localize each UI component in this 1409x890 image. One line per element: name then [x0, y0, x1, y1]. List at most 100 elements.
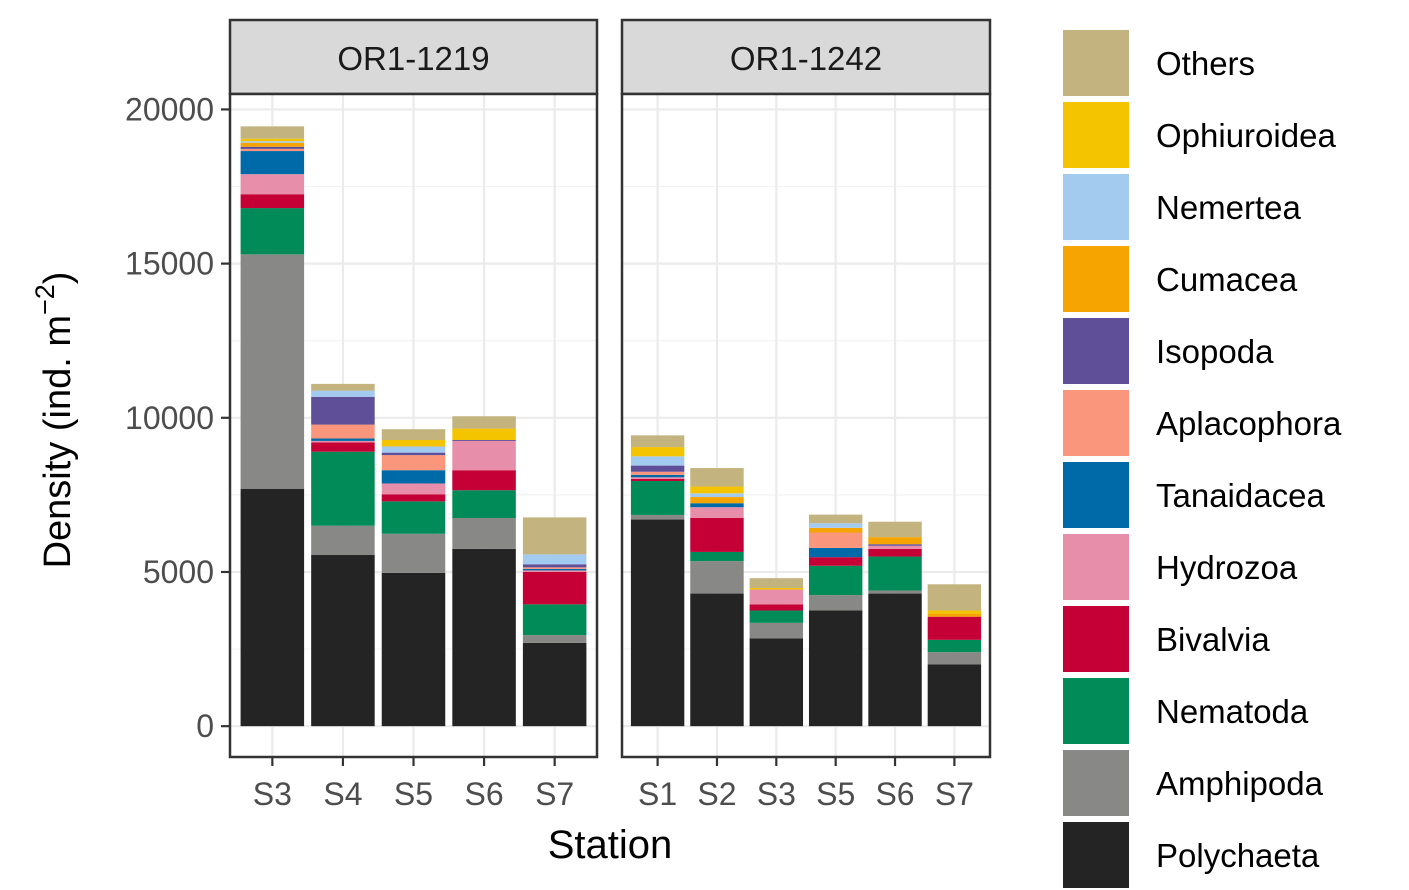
legend-key — [1063, 390, 1129, 456]
bar-segment-cumacea — [868, 537, 922, 545]
bar-segment-polychaeta — [522, 642, 587, 727]
bar-segment-tanaidacea — [630, 474, 685, 478]
bar-segment-aplacophora — [630, 471, 685, 475]
bar-segment-isopoda — [868, 544, 922, 546]
facet-label: OR1-1219 — [337, 40, 489, 77]
bar-segment-isopoda — [522, 564, 587, 568]
bar-segment-tanaidacea — [240, 151, 305, 175]
bar-segment-polychaeta — [452, 548, 516, 727]
bar-segment-nematoda — [690, 551, 744, 562]
bar-segment-amphipoda — [381, 533, 446, 573]
bar-segment-amphipoda — [927, 652, 982, 665]
bar-segment-aplacophora — [311, 424, 375, 439]
panel-border — [620, 92, 992, 759]
bar-segment-others — [240, 126, 305, 139]
legend-key — [1063, 822, 1129, 888]
bar-segment-others — [630, 435, 685, 448]
bar-segment-nematoda — [749, 610, 804, 623]
legend-key — [1063, 102, 1129, 168]
x-tick-label: S6 — [465, 776, 504, 812]
legend-item-nemertea: Nemertea — [1063, 174, 1302, 240]
bar-segment-amphipoda — [868, 590, 922, 594]
legend-item-isopoda: Isopoda — [1063, 318, 1274, 384]
legend-label: Amphipoda — [1156, 765, 1324, 802]
bar-segment-nemertea — [240, 141, 305, 143]
bar-segment-others — [522, 517, 587, 555]
bar-segment-others — [749, 578, 804, 589]
x-tick-label: S5 — [816, 776, 855, 812]
bar-segment-cumacea — [808, 527, 863, 533]
bar-segment-amphipoda — [240, 254, 305, 489]
bar-segment-nematoda — [240, 208, 305, 255]
x-axis-title: Station — [548, 823, 673, 867]
bar-segment-polychaeta — [868, 593, 922, 727]
legend-item-hydrozoa: Hydrozoa — [1063, 534, 1298, 600]
bar-segment-amphipoda — [522, 635, 587, 643]
bar-segment-tanaidacea — [311, 438, 375, 441]
legend-label: Isopoda — [1156, 333, 1274, 370]
bar-segment-others — [808, 514, 863, 524]
bar-segment-nematoda — [452, 490, 516, 519]
legend-key — [1063, 174, 1129, 240]
bar-segment-ophiuroidea — [630, 447, 685, 457]
bar-segment-bivalvia — [749, 604, 804, 611]
bar-segment-bivalvia — [311, 442, 375, 452]
y-axis-title: Density (ind. m−2) — [30, 272, 79, 569]
bar-segment-ophiuroidea — [381, 439, 446, 447]
x-tick-label: S7 — [535, 776, 574, 812]
legend-key — [1063, 678, 1129, 744]
bar-segment-polychaeta — [927, 664, 982, 727]
y-tick-label: 5000 — [143, 554, 214, 590]
legend-item-nematoda: Nematoda — [1063, 678, 1309, 744]
legend-item-aplacophora: Aplacophora — [1063, 390, 1342, 456]
panels: OR1-1219 S3 S4 S5 S6 S7 OR1-1242 S1 S2 S3 S5 S6 S7 — [228, 18, 992, 812]
bar-segment-aplacophora — [522, 567, 587, 569]
bars — [630, 435, 982, 727]
legend-label: Nematoda — [1156, 693, 1309, 730]
bar-segment-nematoda — [927, 639, 982, 653]
bars — [240, 126, 587, 727]
legend-key — [1063, 750, 1129, 816]
bar-segment-aplacophora — [381, 455, 446, 471]
bar-segment-hydrozoa — [868, 545, 922, 549]
bar-segment-amphipoda — [311, 525, 375, 556]
bar-segment-polychaeta — [690, 593, 744, 727]
bar-segment-bivalvia — [452, 470, 516, 491]
bar-segment-bivalvia — [927, 616, 982, 640]
bar-segment-cumacea — [927, 613, 982, 617]
bar-segment-hydrozoa — [381, 483, 446, 495]
bar-segment-ophiuroidea — [452, 428, 516, 440]
x-tick-label: S7 — [935, 776, 974, 812]
x-tick-label: S5 — [394, 776, 433, 812]
bar-segment-nematoda — [381, 501, 446, 534]
bar-segment-tanaidacea — [690, 503, 744, 508]
legend-label: Tanaidacea — [1156, 477, 1325, 514]
legend-item-amphipoda: Amphipoda — [1063, 750, 1324, 816]
bar-segment-isopoda — [240, 146, 305, 149]
bar-segment-nemertea — [522, 554, 587, 565]
y-tick-label: 20000 — [125, 91, 214, 127]
bar-segment-isopoda — [630, 465, 685, 472]
bar-segment-tanaidacea — [808, 547, 863, 558]
bar-segment-bivalvia — [381, 494, 446, 502]
bar-segment-amphipoda — [630, 514, 685, 520]
legend-item-tanaidacea: Tanaidacea — [1063, 462, 1325, 528]
bar-segment-nematoda — [311, 451, 375, 526]
y-tick-label: 0 — [196, 708, 214, 744]
legend-key — [1063, 318, 1129, 384]
bar-segment-others — [311, 383, 375, 391]
x-tick-label: S3 — [757, 776, 796, 812]
bar-segment-bivalvia — [240, 194, 305, 209]
bar-segment-tanaidacea — [381, 470, 446, 484]
bar-segment-others — [690, 468, 744, 487]
legend-label: Aplacophora — [1156, 405, 1342, 442]
legend-label: Hydrozoa — [1156, 549, 1298, 586]
legend-label: Nemertea — [1156, 189, 1302, 226]
bar-segment-polychaeta — [311, 555, 375, 727]
bar-segment-nematoda — [868, 556, 922, 591]
bar-segment-others — [868, 521, 922, 538]
bar-segment-hydrozoa — [630, 477, 685, 479]
y-axis-title-suffix: ) — [37, 272, 79, 285]
bar-segment-nematoda — [808, 565, 863, 596]
bar-segment-isopoda — [311, 396, 375, 425]
